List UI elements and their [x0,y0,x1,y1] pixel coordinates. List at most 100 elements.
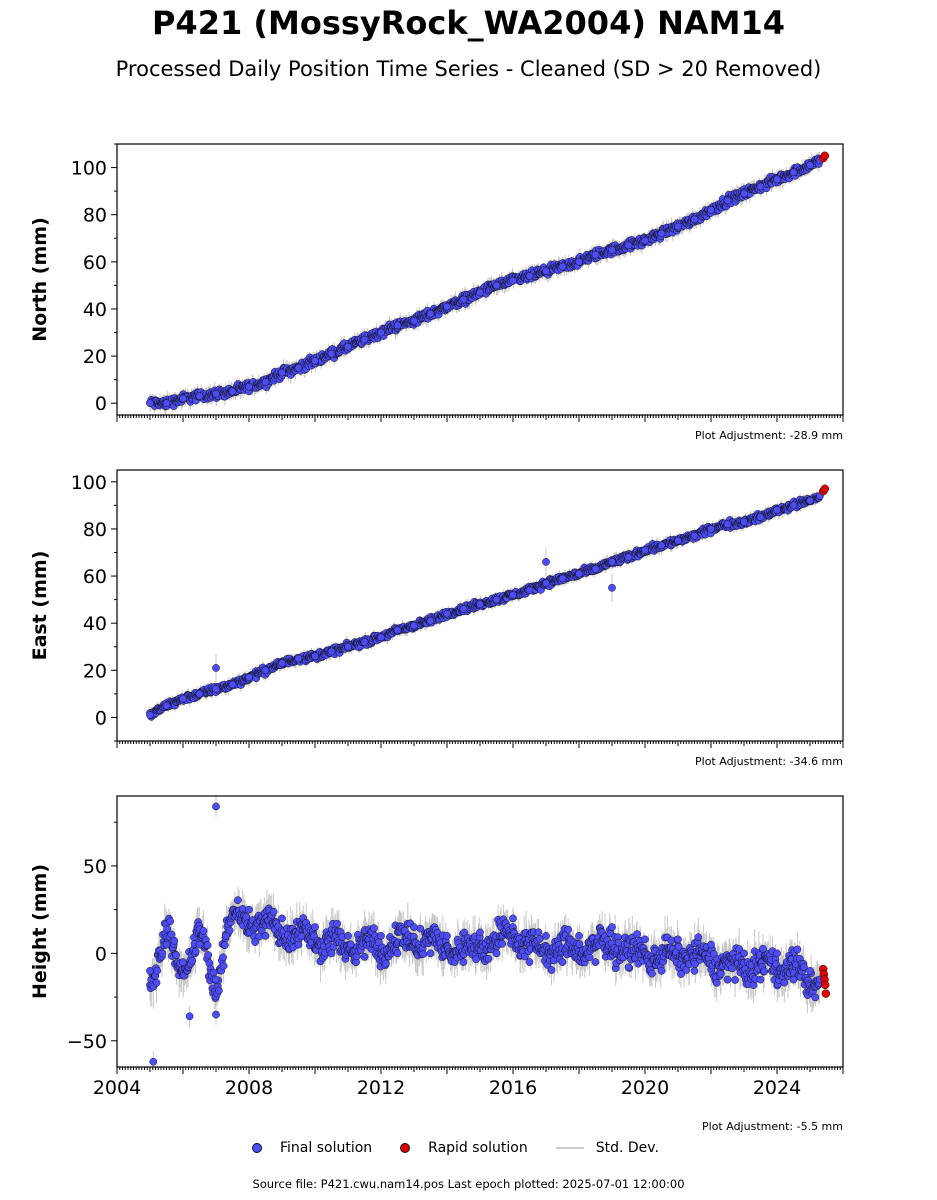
chart-subtitle: Processed Daily Position Time Series - C… [115,57,822,81]
final-point-key [723,520,732,529]
rapid-points-east [818,484,830,496]
final-point-key [162,701,171,710]
final-point-key [558,262,567,271]
final-point-key [641,546,649,554]
final-point-key [509,591,517,599]
final-points-north [146,154,824,411]
final-point-key [294,364,303,372]
panel-north: 0 20 40 60 80 100 North (mm) Plot Adjustment: -… [29,143,844,442]
final-point-key [608,246,616,254]
final-point-key [245,673,253,682]
final-point-key [591,565,600,573]
outlier-point [212,664,220,672]
final-point-key [476,600,484,609]
final-point-key [740,189,748,198]
y-tick-label: 80 [83,205,107,227]
y-tick-label: 60 [83,566,107,588]
final-point-key [459,605,468,613]
final-point-key [377,633,385,642]
final-point-key [525,272,534,280]
plot-adjustment-note: Plot Adjustment: -28.9 mm [695,429,843,442]
final-point-key [344,342,352,351]
final-point-key [261,666,270,675]
final-point-key [327,349,336,358]
final-point-key [278,368,286,377]
outlier-point [542,558,550,566]
final-point-key [525,586,534,595]
final-point-key [492,281,501,290]
rapid-points-north [818,151,830,163]
final-point-key [789,168,798,177]
final-point-key [674,222,682,231]
chart-title: P421 (MossyRock_WA2004) NAM14 [151,4,786,42]
final-point-key [773,506,781,514]
final-point-key [509,276,517,285]
final-point-key [344,642,352,651]
final-point-key [278,659,286,668]
final-point-key [806,161,814,170]
final-point-key [393,321,402,330]
y-tick-label: 60 [83,252,107,274]
final-point-key [393,626,402,635]
final-point-key [591,250,600,259]
panel-north-data [146,151,830,415]
final-point-key [624,241,633,250]
panel-east-data [146,484,830,722]
final-point-key [212,389,220,398]
final-point-key [542,579,550,587]
final-point-key [806,496,814,505]
final-point-key [773,175,781,184]
y-tick-label: 0 [95,393,107,415]
final-point-key [608,558,616,566]
final-point-key [228,680,237,689]
y-tick-label: 40 [83,299,107,321]
final-point-key [426,616,435,625]
final-point-key [146,399,154,408]
rapid-point [820,151,830,161]
final-point-key [558,574,567,583]
final-points-east [146,492,824,721]
y-tick-label: 0 [95,707,107,729]
final-point-key [575,257,583,266]
final-point-key [492,595,501,604]
final-point-key [459,295,468,304]
final-point-key [146,711,154,719]
rapid-point [820,484,830,494]
final-point-key [756,513,765,521]
final-point-key [410,621,418,630]
final-point-key [195,690,204,698]
final-point-key [327,647,336,656]
final-point-key [756,182,765,191]
final-point-key [443,302,451,311]
final-point-key [641,236,649,245]
final-point-key [657,541,666,550]
final-point-key [723,196,732,205]
final-point-key [294,654,303,663]
final-point-key [542,267,550,276]
outlier-point [608,583,616,592]
panel-frame-north [116,143,844,416]
final-point-key [179,694,187,703]
final-point-key [740,517,748,526]
final-point-key [261,378,270,386]
final-point-key [195,392,204,400]
final-point-key [212,685,220,694]
y-tick-label: 100 [71,158,107,180]
final-point-key [360,638,369,646]
final-point-key [245,382,253,391]
y-tick-label: 80 [83,519,107,541]
final-point-key [311,356,319,365]
final-point-key [789,501,798,510]
final-point-key [476,288,484,297]
final-point-key [410,316,418,325]
final-point-key [657,229,666,238]
final-point-key [311,652,319,661]
y-tick-label: 20 [83,346,107,368]
y-axis-label: North (mm) [29,217,51,342]
final-point-key [707,525,715,533]
y-tick-label: 40 [83,613,107,635]
y-tick-label: 100 [71,472,107,494]
final-point-key [228,387,237,396]
